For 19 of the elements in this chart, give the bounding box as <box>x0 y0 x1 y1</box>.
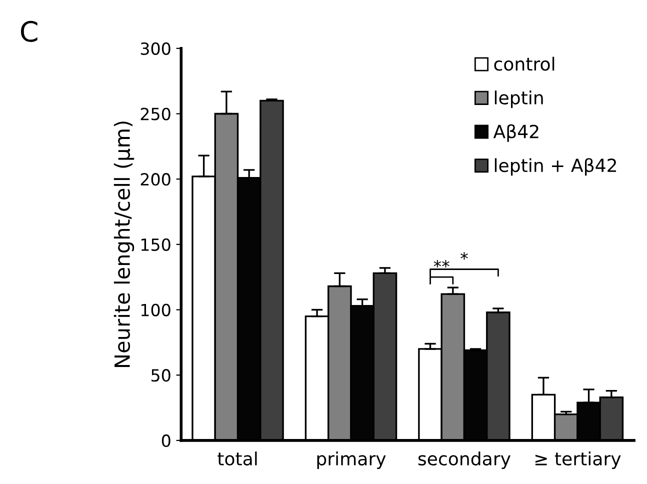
x-tick-label: total <box>218 452 257 466</box>
legend-label: leptin <box>494 90 543 108</box>
y-tick-label: 150 <box>141 238 170 251</box>
y-tick-label: 200 <box>140 173 170 186</box>
y-axis-title: Neurite lenght/cell (µm) <box>114 122 134 368</box>
y-tick-label: 100 <box>141 304 170 316</box>
y-tick-label: 300 <box>140 42 170 55</box>
y-tick-label: 250 <box>140 108 170 120</box>
y-tick-label: 50 <box>152 369 170 382</box>
legend-label: leptin + Aβ42 <box>494 158 616 176</box>
chart-title: C <box>20 20 38 42</box>
legend-label: control <box>494 56 554 71</box>
annotation: ** <box>434 260 450 268</box>
x-tick-label: ≥ tertiary <box>535 452 621 470</box>
x-tick-label: primary <box>317 452 386 470</box>
legend-label: Aβ42 <box>493 124 538 142</box>
annotation: * <box>460 252 468 260</box>
y-tick-label: 0 <box>162 434 170 448</box>
x-tick-label: secondary <box>418 452 510 470</box>
